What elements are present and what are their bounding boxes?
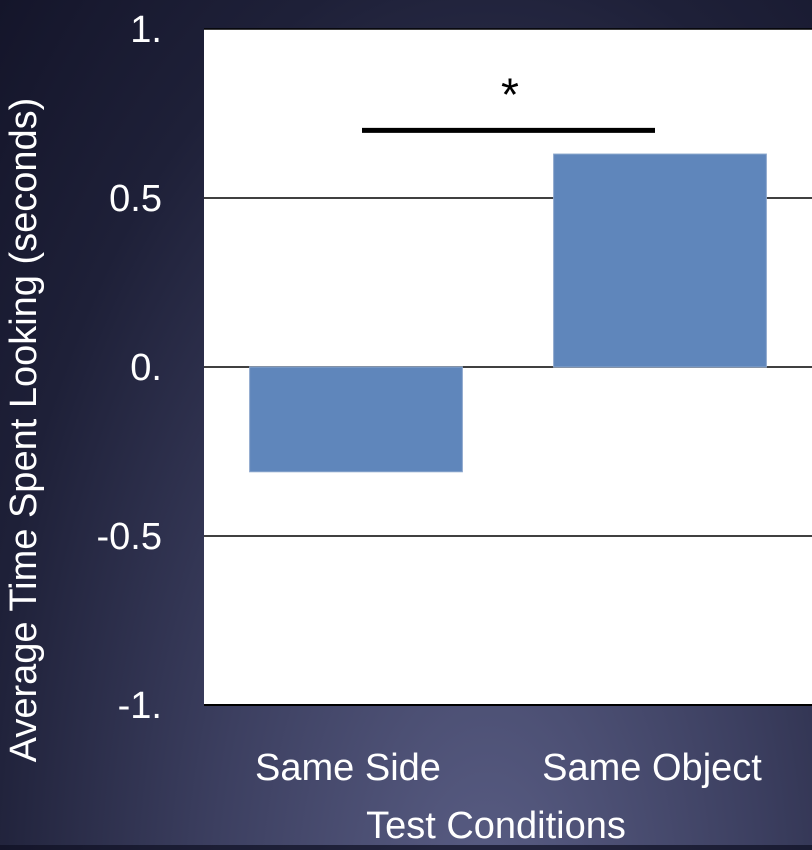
y-tick-label: 1.: [130, 9, 162, 51]
x-axis-label: Test Conditions: [366, 805, 626, 845]
bars: [249, 153, 767, 473]
bar-same-object: [553, 153, 767, 368]
y-tick-label: 0.5: [109, 178, 162, 220]
x-tick-labels: Same Side Same Object: [255, 747, 762, 789]
y-tick-labels: 1. 0.5 0. -0.5 -1.: [97, 9, 162, 727]
x-tick-label: Same Side: [255, 747, 441, 789]
y-tick-label: -0.5: [97, 516, 162, 558]
y-tick-label: -1.: [118, 685, 162, 727]
x-tick-label: Same Object: [542, 747, 762, 789]
significance-marker: *: [501, 68, 519, 120]
y-axis-label: Average Time Spent Looking (seconds): [3, 98, 45, 763]
significance-annotation: *: [362, 68, 655, 133]
bar-same-side: [249, 366, 463, 473]
y-tick-label: 0.: [130, 347, 162, 389]
